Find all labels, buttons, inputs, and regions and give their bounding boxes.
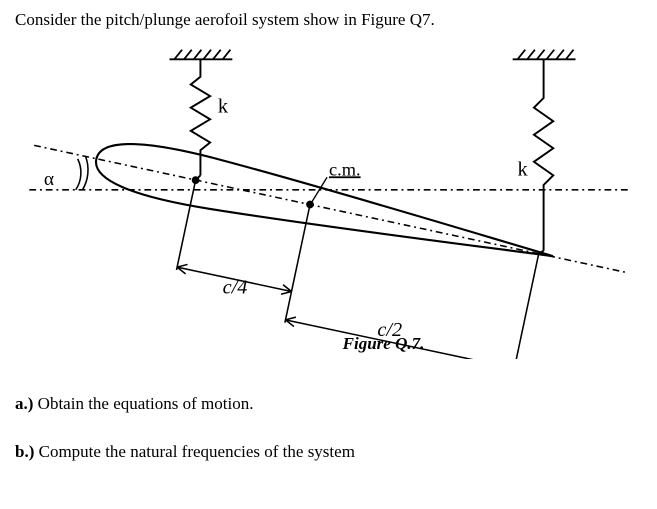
part-b-text: Compute the natural frequencies of the s… — [34, 442, 355, 461]
part-a: a.) Obtain the equations of motion. — [15, 394, 642, 414]
part-a-text: Obtain the equations of motion. — [33, 394, 253, 413]
part-a-label: a.) — [15, 394, 33, 413]
c4-label: c/4 — [222, 276, 247, 298]
cm-label: c.m. — [329, 159, 361, 179]
figure-q7: α c/4 c/2 c.m. — [29, 40, 629, 359]
alpha-label: α — [43, 169, 53, 190]
part-b-label: b.) — [15, 442, 34, 461]
figure-caption: Figure Q.7. — [125, 334, 642, 354]
intro-text: Consider the pitch/plunge aerofoil syste… — [15, 10, 642, 30]
k-left-label: k — [217, 96, 228, 118]
part-b: b.) Compute the natural frequencies of t… — [15, 442, 642, 462]
k-right-label: k — [517, 158, 528, 180]
